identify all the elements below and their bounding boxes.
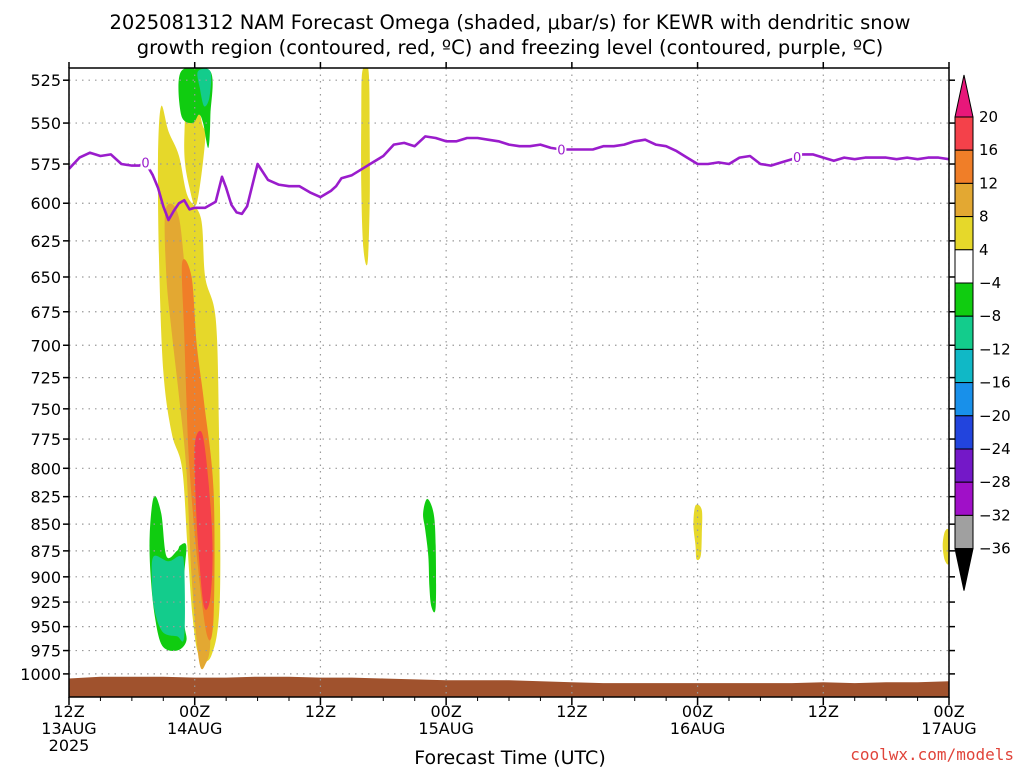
omega-region-11 bbox=[693, 504, 703, 561]
colorbar-label: 4 bbox=[979, 241, 989, 259]
colorbar-label: −20 bbox=[979, 407, 1011, 425]
colorbar-swatch-4 bbox=[954, 216, 974, 251]
colorbar-label: −8 bbox=[979, 307, 1001, 325]
colorbar-label: −12 bbox=[979, 340, 1011, 358]
x-tick-label-date: 17AUG bbox=[921, 719, 976, 738]
freezing-label-bg-0 bbox=[140, 155, 151, 170]
colorbar-label: 12 bbox=[979, 174, 998, 192]
colorbar-label: −36 bbox=[979, 540, 1011, 558]
x-tick-label-hour: 12Z bbox=[556, 702, 587, 721]
freezing-level-label: 0 bbox=[141, 156, 149, 171]
x-tick-label-hour: 12Z bbox=[305, 702, 336, 721]
x-tick-label-hour: 00Z bbox=[179, 702, 210, 721]
colorbar-swatch-12 bbox=[954, 481, 974, 516]
y-tick-label: 800 bbox=[30, 459, 61, 478]
x-tick-label-date: 13AUG bbox=[41, 719, 96, 738]
y-tick-label: 550 bbox=[30, 114, 61, 133]
y-tick-label: 950 bbox=[30, 618, 61, 637]
colorbar-label: 8 bbox=[979, 208, 989, 226]
omega-region-10 bbox=[423, 498, 437, 613]
colorbar-swatch-2 bbox=[954, 149, 974, 184]
y-tick-label: 525 bbox=[30, 71, 61, 90]
y-tick-label: 750 bbox=[30, 400, 61, 419]
x-tick-label-date: 15AUG bbox=[418, 719, 473, 738]
y-tick-label: 975 bbox=[30, 642, 61, 661]
colorbar-label: −32 bbox=[979, 506, 1011, 524]
colorbar-swatch-6 bbox=[954, 282, 974, 317]
colorbar-label: −28 bbox=[979, 473, 1011, 491]
y-tick-label: 650 bbox=[30, 268, 61, 287]
freezing-label-bg-1 bbox=[556, 142, 567, 157]
colorbar-swatch-3 bbox=[954, 182, 974, 218]
omega-region-7 bbox=[197, 68, 212, 107]
x-axis-title: Forecast Time (UTC) bbox=[414, 747, 605, 768]
x-tick-label-hour: 00Z bbox=[933, 702, 964, 721]
x-tick-label-hour: 00Z bbox=[682, 702, 713, 721]
y-axis: 525 550 575 600 625 650 675 700 725 750 775 800 825 8… bbox=[20, 71, 955, 684]
x-tick-label-hour: 12Z bbox=[808, 702, 839, 721]
colorbar-label: 20 bbox=[979, 108, 998, 126]
y-tick-label: 725 bbox=[30, 369, 61, 388]
colorbar-swatch-5 bbox=[954, 249, 974, 284]
colorbar-swatch-8 bbox=[954, 348, 974, 384]
y-tick-label: 900 bbox=[30, 568, 61, 587]
colorbar-swatch-11 bbox=[954, 448, 974, 483]
colorbar: 20 16 12 8 4 −4 −8 −12 −16 −20 −24 −28 −32 −36 bbox=[954, 74, 1011, 591]
credit-text: coolwx.com/models bbox=[850, 745, 1014, 764]
x-tick-label-date: 16AUG bbox=[670, 719, 725, 738]
terrain-layer bbox=[69, 676, 949, 697]
x-tick-label-date: 14AUG bbox=[167, 719, 222, 738]
y-tick-label: 1000 bbox=[20, 665, 61, 684]
chart-title-line2: growth region (contoured, red, ºC) and f… bbox=[137, 36, 884, 59]
colorbar-swatch-10 bbox=[954, 415, 974, 450]
y-tick-label: 850 bbox=[30, 515, 61, 534]
y-tick-label: 700 bbox=[30, 336, 61, 355]
y-tick-label: 600 bbox=[30, 194, 61, 213]
colorbar-label: −24 bbox=[979, 440, 1011, 458]
x-tick-label-hour: 12Z bbox=[53, 702, 84, 721]
freezing-label-bg-2 bbox=[792, 149, 803, 164]
freezing-level-line bbox=[69, 135, 949, 222]
y-tick-label: 875 bbox=[30, 542, 61, 561]
y-tick-label: 625 bbox=[30, 232, 61, 251]
omega-region-12 bbox=[942, 528, 949, 565]
freezing-level-label: 0 bbox=[793, 151, 801, 166]
y-tick-label: 775 bbox=[30, 430, 61, 449]
colorbar-swatch-7 bbox=[954, 315, 974, 350]
surface-terrain bbox=[69, 676, 949, 697]
y-tick-label: 575 bbox=[30, 155, 61, 174]
freezing-level-layer: 0 0 0 bbox=[69, 135, 949, 222]
omega-shading-layer bbox=[149, 68, 949, 670]
y-tick-label: 675 bbox=[30, 303, 61, 322]
y-tick-label: 825 bbox=[30, 488, 61, 507]
grid-layer bbox=[69, 68, 949, 697]
freezing-level-label: 0 bbox=[557, 143, 565, 158]
colorbar-label: 16 bbox=[979, 141, 998, 159]
colorbar-swatch-9 bbox=[954, 382, 974, 417]
colorbar-bottom-arrow bbox=[954, 548, 974, 591]
colorbar-swatch-1 bbox=[954, 116, 974, 151]
colorbar-label: −16 bbox=[979, 374, 1011, 392]
colorbar-swatch-13 bbox=[954, 514, 974, 550]
x-tick-label-year: 2025 bbox=[49, 736, 90, 755]
colorbar-top-arrow bbox=[954, 74, 974, 118]
omega-region-1 bbox=[194, 430, 213, 610]
x-tick-label-hour: 00Z bbox=[430, 702, 461, 721]
y-tick-label: 925 bbox=[30, 593, 61, 612]
colorbar-label: −4 bbox=[979, 274, 1001, 292]
chart-title-line1: 2025081312 NAM Forecast Omega (shaded, μ… bbox=[110, 11, 911, 34]
